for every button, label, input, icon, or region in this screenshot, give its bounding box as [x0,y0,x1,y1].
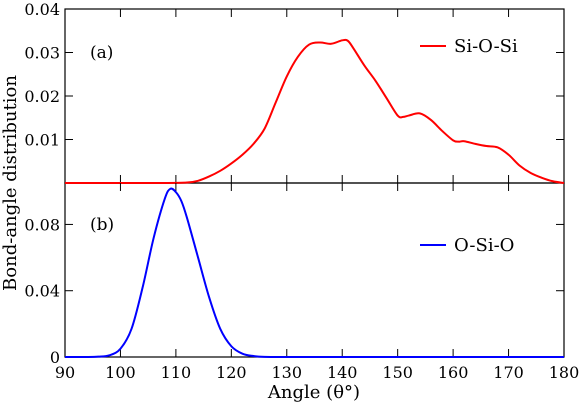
y-tick-label: 0.03 [24,44,60,63]
y-tick-label: 0.04 [24,282,60,301]
y-tick-label: 0.01 [24,131,60,150]
panel-b-label: (b) [90,215,114,235]
x-tick-label: 130 [272,363,303,382]
y-tick-label: 0 [50,348,60,367]
x-tick-label: 160 [438,363,469,382]
panel-b-frame [64,182,565,358]
x-tick-label: 140 [327,363,358,382]
series-line-o-si-o [64,187,564,359]
x-tick-label: 100 [105,363,136,382]
x-tick-label: 120 [216,363,247,382]
y-tick-label: 0.02 [24,87,60,106]
panel-b: (b) O-Si-O [64,182,565,358]
y-axis-label: Bond-angle distribution [0,75,21,291]
x-tick-label: 180 [549,363,580,382]
x-axis-label: Angle (θ°) [267,382,360,403]
x-tick-label: 170 [493,363,524,382]
panel-a-label: (a) [90,43,113,63]
chart-marks: 0.01 0.02 0.03 0.04 0 0.04 0.08 90 100 110 120 130 1… [24,0,579,382]
y-tick-label: 0.08 [24,215,60,234]
legend-label-o-si-o: O-Si-O [454,235,514,256]
x-tick-label: 90 [55,363,75,382]
panel-a: (a) Si-O-Si [64,8,565,184]
legend-label-si-o-si: Si-O-Si [454,36,518,57]
series-line-si-o-si [65,38,565,185]
x-tick-label: 110 [161,363,192,382]
y-tick-label: 0.04 [24,0,60,19]
x-tick-label: 150 [382,363,413,382]
